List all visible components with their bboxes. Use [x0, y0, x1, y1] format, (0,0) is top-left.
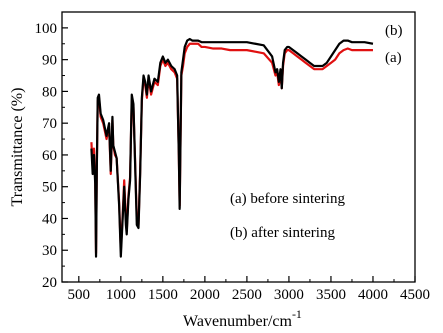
y-axis-label: Transmittance (%) [9, 88, 26, 207]
y-tick-label: 60 [42, 148, 57, 164]
x-tick-label: 500 [68, 287, 91, 303]
y-tick-label: 100 [35, 21, 58, 37]
x-tick-label: 2500 [232, 287, 262, 303]
y-tick-label: 80 [42, 84, 57, 100]
x-tick-label: 3000 [274, 287, 304, 303]
x-tick-label: 4500 [400, 287, 430, 303]
x-tick-label: 3500 [316, 287, 346, 303]
series-tag-b: (b) [385, 23, 403, 39]
x-tick-label: 1000 [106, 287, 136, 303]
x-tick-label: 2000 [190, 287, 220, 303]
y-tick-label: 20 [42, 275, 57, 291]
y-tick-label: 50 [42, 180, 57, 196]
annotation-before-sintering: (a) before sintering [230, 191, 345, 207]
plot-frame [61, 11, 416, 283]
y-tick-label: 30 [42, 243, 57, 259]
y-tick-label: 70 [42, 116, 57, 132]
x-tick-label: 4000 [358, 287, 388, 303]
y-tick-label: 90 [42, 53, 57, 69]
x-tick-label: 1500 [148, 287, 178, 303]
series-tag-a: (a) [385, 50, 402, 66]
annotation-after-sintering: (b) after sintering [230, 225, 335, 241]
y-tick-label: 40 [42, 211, 57, 227]
series-line-b [90, 37, 374, 258]
x-axis-label: Wavenumber/cm-1 [183, 307, 302, 330]
